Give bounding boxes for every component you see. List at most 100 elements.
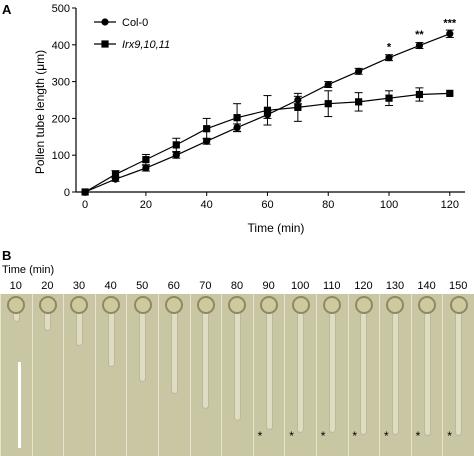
x-tick-label: 0 — [82, 199, 88, 211]
chart-marks: ****** — [81, 17, 457, 196]
data-point — [263, 106, 272, 114]
data-point — [324, 80, 332, 89]
data-point — [324, 100, 332, 108]
significance-label: *** — [443, 17, 457, 29]
significance-label: ** — [415, 29, 424, 41]
pollen-grain — [260, 296, 279, 314]
y-tick-label: 200 — [52, 113, 70, 125]
time-label: 60 — [167, 280, 180, 292]
data-point — [294, 103, 302, 111]
time-label: 150 — [449, 280, 468, 292]
micrograph-frame — [158, 294, 190, 456]
micrograph-frame — [221, 294, 253, 456]
y-tick-label: 400 — [52, 40, 70, 52]
burst-marker: * — [352, 429, 358, 443]
burst-marker: * — [289, 429, 294, 443]
time-label: 10 — [9, 280, 22, 292]
data-point — [142, 164, 150, 172]
pollen-grain — [70, 296, 89, 314]
pollen-tube — [423, 304, 431, 436]
micrograph-frame: * — [316, 294, 348, 456]
x-tick-label: 40 — [201, 199, 213, 211]
pollen-grain — [354, 296, 373, 314]
legend-marker — [101, 40, 109, 48]
micrograph-frame — [94, 294, 127, 456]
time-caption: Time (min) — [2, 264, 55, 276]
pollen-grain — [291, 296, 310, 314]
x-tick-label: 100 — [380, 199, 398, 211]
x-tick-label: 20 — [140, 199, 152, 211]
data-point — [203, 125, 211, 133]
micrograph-frame: * — [284, 294, 316, 456]
y-tick-label: 100 — [52, 150, 70, 162]
panel-b-label: B — [2, 248, 12, 263]
time-label: 120 — [354, 280, 373, 292]
micrograph-frame: * — [252, 294, 285, 456]
micrograph-frame: * — [379, 294, 411, 456]
time-label: 100 — [291, 280, 310, 292]
data-point — [142, 156, 150, 164]
pollen-tube — [233, 304, 241, 421]
pollen-tube — [297, 304, 305, 433]
pollen-tube — [360, 304, 368, 435]
data-point — [385, 94, 393, 102]
time-label: 80 — [230, 280, 244, 292]
series-2 — [81, 87, 454, 196]
time-label: 130 — [385, 280, 405, 292]
time-label: 70 — [199, 280, 212, 292]
y-tick-label: 0 — [64, 187, 70, 199]
time-label: 110 — [323, 280, 341, 292]
time-label: 20 — [41, 280, 54, 292]
data-point — [355, 98, 363, 106]
burst-marker: * — [415, 429, 421, 443]
y-axis-label: Pollen tube length (μm) — [33, 50, 47, 174]
time-label: 30 — [72, 280, 86, 292]
chart-legend: Col-0 Irx9,10,11 — [94, 17, 170, 51]
micrograph-frame: * — [442, 294, 474, 456]
burst-marker: * — [257, 429, 263, 443]
legend-marker — [101, 18, 109, 26]
micrograph-frame — [0, 294, 32, 456]
pollen-grain — [196, 296, 215, 314]
y-tick-label: 500 — [52, 3, 70, 15]
micrograph-frame: * — [410, 294, 443, 456]
panel-a-label: A — [2, 2, 12, 17]
pollen-tube — [170, 304, 178, 394]
pollen-tube — [455, 304, 463, 436]
legend-label: Col-0 — [122, 17, 148, 29]
pollen-grain — [449, 296, 468, 314]
time-label: 40 — [104, 280, 117, 292]
pollen-grain — [133, 296, 152, 314]
x-axis-label: Time (min) — [248, 221, 305, 235]
micrograph-frame — [189, 294, 222, 456]
pollen-grain — [38, 296, 57, 314]
pollen-grain — [323, 296, 342, 314]
data-point — [172, 141, 180, 149]
x-tick-label: 120 — [441, 199, 459, 211]
x-tick-label: 80 — [322, 199, 334, 211]
data-point — [415, 41, 424, 50]
pollen-grain — [386, 296, 405, 314]
pollen-grain — [165, 296, 184, 314]
micrograph-frame: * — [347, 294, 380, 456]
data-point — [415, 90, 424, 99]
pollen-grain — [7, 296, 26, 314]
pollen-tube — [265, 304, 273, 430]
time-label: 50 — [136, 280, 149, 292]
pollen-tube — [139, 304, 147, 382]
legend-label: Irx9,10,11 — [122, 39, 170, 51]
burst-marker: * — [447, 429, 452, 443]
data-point — [385, 54, 393, 62]
y-tick-label: 300 — [52, 77, 70, 89]
data-point — [172, 151, 180, 159]
micrograph-frame — [31, 294, 64, 456]
data-point — [355, 67, 363, 75]
pollen-tube — [391, 304, 399, 435]
data-point — [233, 114, 241, 122]
time-label: 140 — [417, 280, 436, 292]
micrograph-frame — [126, 294, 158, 456]
significance-label: * — [387, 41, 392, 53]
micrograph-frame — [63, 294, 95, 456]
data-point — [446, 89, 454, 97]
